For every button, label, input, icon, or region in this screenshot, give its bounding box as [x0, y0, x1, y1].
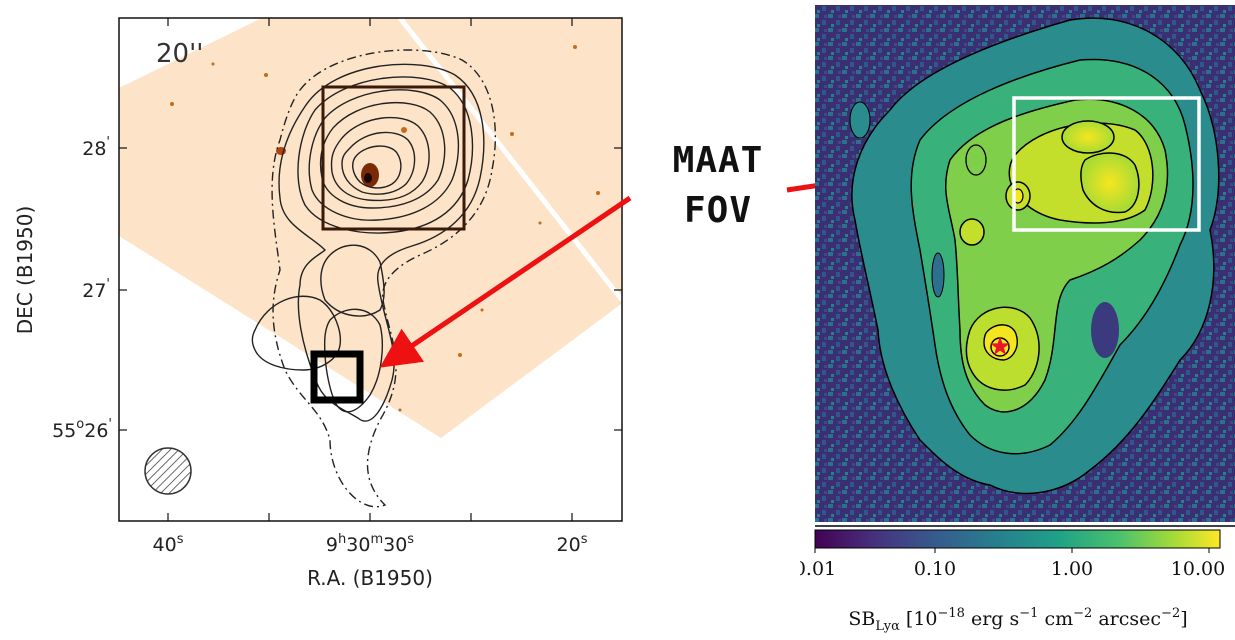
x-tick-label: 20s	[557, 532, 588, 556]
lya-void	[1091, 302, 1119, 358]
callout-line1: MAAT	[673, 140, 764, 181]
maat-fov-box-right	[1012, 96, 1201, 232]
lya-core-ring	[990, 337, 1010, 357]
radio-contours	[251, 49, 497, 508]
galaxy-sources	[170, 45, 600, 412]
colorbar-tick-label: 0.01	[800, 558, 836, 580]
colorbar-ticks	[814, 548, 1210, 553]
colorbar-tick-label: 0.10	[914, 558, 956, 580]
image-artifact-line	[398, 18, 622, 302]
y-axis-title: DEC (B1950)	[13, 206, 37, 335]
lya-knot-3	[959, 218, 985, 246]
source-star-marker: ★	[988, 332, 1011, 362]
maat-fov-box	[310, 350, 364, 404]
x-axis-title: R.A. (B1950)	[307, 566, 433, 590]
colorbar-title: SBLyα [10−18 erg s−1 cm−2 arcsec−2]	[848, 606, 1187, 634]
y-tick-label: 28'	[82, 135, 110, 160]
x-tick-label: 9h30m30s	[326, 532, 414, 556]
callout-line2: FOV	[684, 190, 752, 231]
lya-peak-1	[1061, 120, 1115, 154]
optical-image-panel: 20'' 28' 27' 55o26' DEC (B1950) 40s 9h30…	[13, 17, 623, 590]
lya-void	[931, 252, 945, 298]
x-tick-label: 40s	[153, 532, 184, 556]
angular-scale-label: 20''	[156, 39, 203, 69]
axis-ticks	[119, 18, 622, 521]
large-fov-box	[321, 85, 466, 231]
colorbar-tick-label: 10.00	[1171, 558, 1225, 580]
lya-void	[849, 101, 871, 139]
lya-knot-4	[965, 144, 987, 176]
lya-peak-2	[1080, 152, 1140, 214]
colorbar-tick-label: 1.00	[1051, 558, 1093, 580]
arrow-to-left-fov	[379, 195, 632, 368]
y-tick-label: 27'	[82, 277, 110, 302]
beam-ellipse	[144, 447, 192, 495]
y-tick-label: 55o26'	[52, 417, 112, 442]
lya-map-panel: ★ 0.01 0.10 1.00 10.00 SBLyα [10−18 erg …	[800, 5, 1235, 634]
colorbar	[814, 529, 1221, 549]
